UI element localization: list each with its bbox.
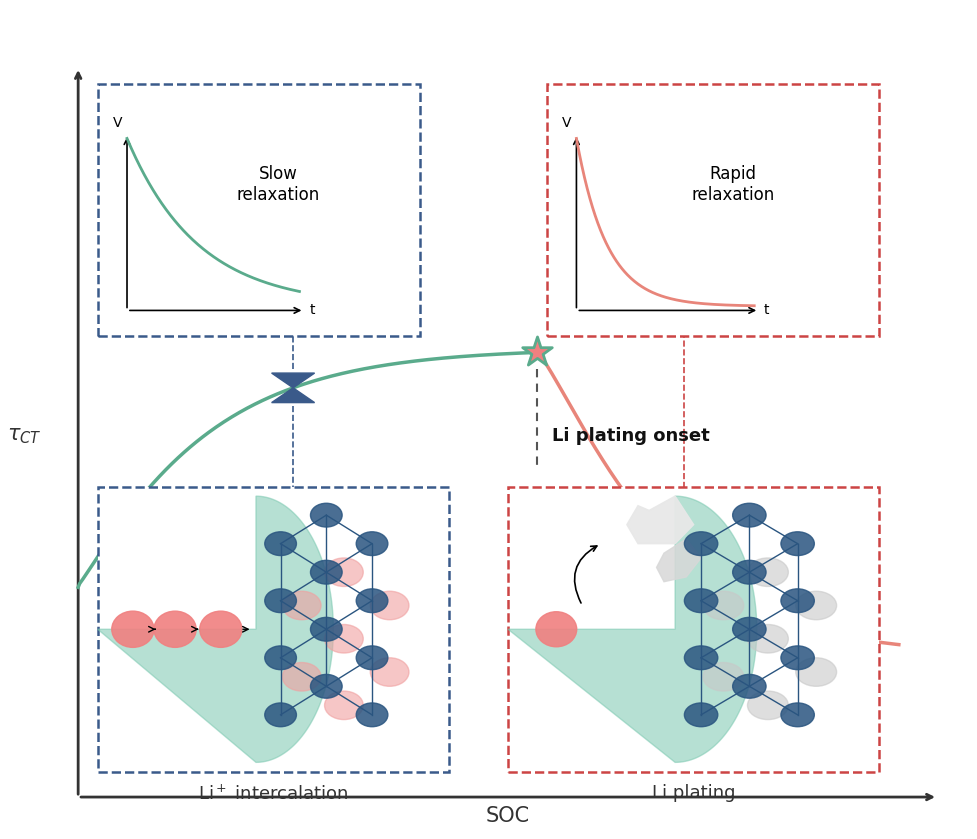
Ellipse shape xyxy=(324,558,363,586)
Text: Slow
relaxation: Slow relaxation xyxy=(236,165,320,204)
Text: V: V xyxy=(112,116,122,130)
Ellipse shape xyxy=(311,618,342,641)
Polygon shape xyxy=(98,496,333,763)
Circle shape xyxy=(111,611,154,648)
Bar xyxy=(547,84,879,336)
Circle shape xyxy=(535,612,576,647)
Ellipse shape xyxy=(311,675,342,698)
Ellipse shape xyxy=(733,503,766,527)
Ellipse shape xyxy=(324,624,363,653)
Ellipse shape xyxy=(357,646,388,670)
Text: Li plating: Li plating xyxy=(652,784,736,802)
Ellipse shape xyxy=(324,691,363,720)
Ellipse shape xyxy=(684,532,718,555)
Ellipse shape xyxy=(265,532,296,555)
Polygon shape xyxy=(508,496,757,763)
Text: Li$^+$ intercalation: Li$^+$ intercalation xyxy=(198,784,349,804)
Ellipse shape xyxy=(781,703,814,727)
Text: $\tau_{CT}$: $\tau_{CT}$ xyxy=(7,426,42,446)
Ellipse shape xyxy=(265,703,296,727)
Polygon shape xyxy=(627,496,694,544)
Ellipse shape xyxy=(311,560,342,584)
Ellipse shape xyxy=(733,618,766,641)
Bar xyxy=(98,487,449,772)
Polygon shape xyxy=(272,388,315,403)
Ellipse shape xyxy=(357,703,388,727)
Text: Li plating onset: Li plating onset xyxy=(552,427,709,446)
Bar xyxy=(547,84,879,336)
Ellipse shape xyxy=(747,624,788,653)
Ellipse shape xyxy=(702,663,743,691)
Text: t: t xyxy=(309,304,315,317)
Ellipse shape xyxy=(357,532,388,555)
Ellipse shape xyxy=(795,591,836,620)
Bar xyxy=(508,487,879,772)
Ellipse shape xyxy=(265,646,296,670)
Ellipse shape xyxy=(781,589,814,612)
Bar xyxy=(98,84,420,336)
Ellipse shape xyxy=(702,591,743,620)
Ellipse shape xyxy=(357,589,388,612)
Point xyxy=(530,346,545,359)
Ellipse shape xyxy=(781,646,814,670)
Ellipse shape xyxy=(282,591,321,620)
Bar xyxy=(508,487,879,772)
Text: Rapid
relaxation: Rapid relaxation xyxy=(691,165,775,204)
Ellipse shape xyxy=(282,663,321,691)
Polygon shape xyxy=(662,545,705,560)
Polygon shape xyxy=(662,560,705,575)
Text: SOC: SOC xyxy=(486,806,531,826)
Ellipse shape xyxy=(684,703,718,727)
Ellipse shape xyxy=(733,675,766,698)
Ellipse shape xyxy=(795,658,836,686)
Polygon shape xyxy=(272,373,315,388)
Ellipse shape xyxy=(370,591,409,620)
Ellipse shape xyxy=(684,589,718,612)
Ellipse shape xyxy=(311,503,342,527)
Text: V: V xyxy=(562,116,572,130)
Bar xyxy=(98,487,449,772)
Ellipse shape xyxy=(370,658,409,686)
Circle shape xyxy=(199,611,242,648)
Text: t: t xyxy=(764,304,770,317)
Circle shape xyxy=(154,611,196,648)
Ellipse shape xyxy=(747,691,788,720)
Polygon shape xyxy=(657,539,701,581)
Ellipse shape xyxy=(265,589,296,612)
Ellipse shape xyxy=(684,646,718,670)
Ellipse shape xyxy=(781,532,814,555)
Bar xyxy=(98,84,420,336)
Ellipse shape xyxy=(733,560,766,584)
Ellipse shape xyxy=(747,558,788,586)
